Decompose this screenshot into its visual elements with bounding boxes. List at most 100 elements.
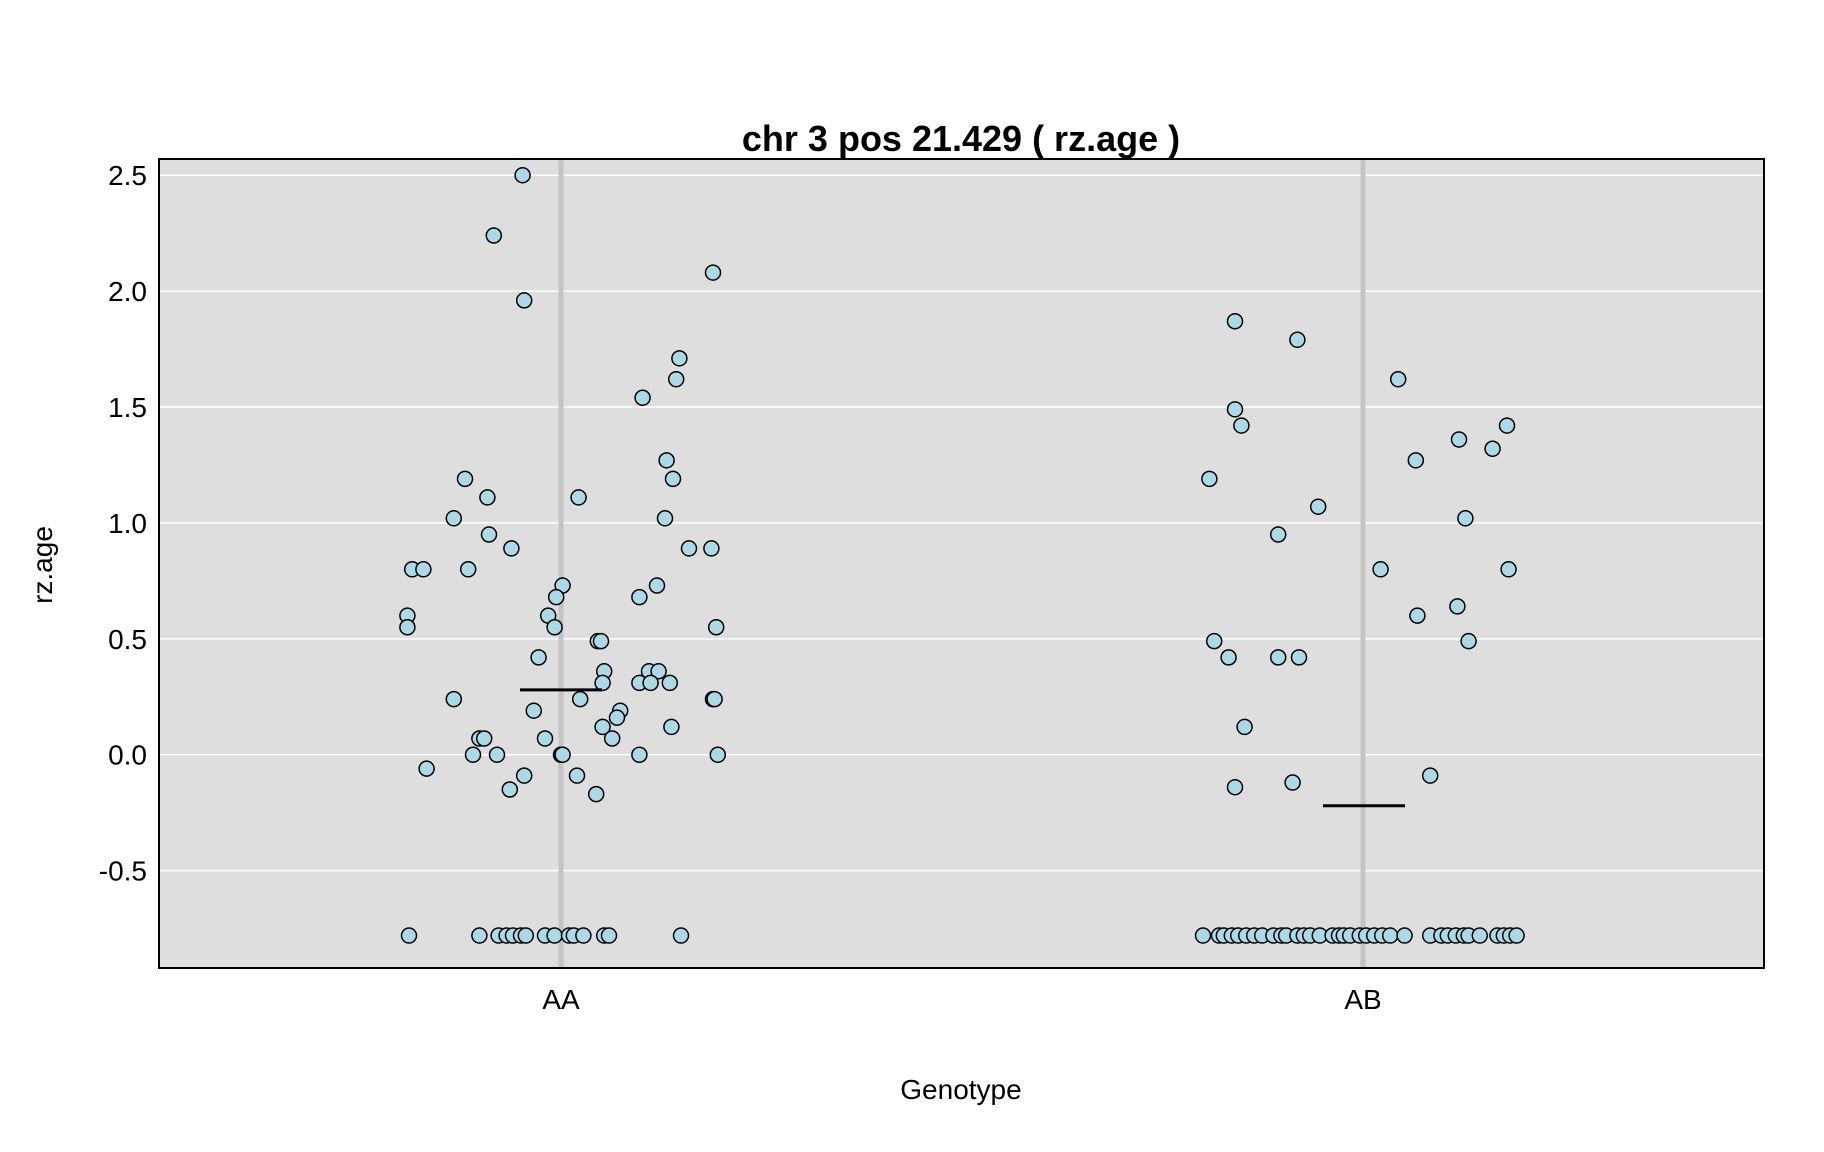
data-point <box>1269 649 1287 666</box>
x-axis-label: Genotype <box>900 1074 1021 1105</box>
data-point <box>464 746 482 763</box>
data-point <box>648 577 666 594</box>
data-point <box>1471 927 1489 944</box>
data-point <box>525 702 543 719</box>
data-point <box>600 927 618 944</box>
data-point <box>459 561 477 578</box>
data-point <box>571 690 589 708</box>
data-point <box>1290 649 1308 666</box>
x-tick-labels: AA AB <box>542 984 1381 1015</box>
gridlines <box>159 174 1764 872</box>
data-point <box>1201 470 1218 488</box>
y-tick-label: 0.0 <box>108 740 147 771</box>
data-point <box>445 690 463 708</box>
data-point <box>1508 927 1525 944</box>
data-point <box>1269 526 1287 543</box>
data-point <box>594 718 611 736</box>
data-point <box>530 649 547 666</box>
data-point <box>475 730 493 747</box>
data-point <box>445 510 463 527</box>
data-point <box>554 746 571 763</box>
data-point <box>658 452 675 469</box>
data-points <box>399 166 1525 944</box>
data-point <box>1460 632 1477 650</box>
data-point <box>515 292 533 309</box>
data-point <box>501 781 519 798</box>
data-point <box>650 663 667 680</box>
data-point <box>1421 767 1439 784</box>
data-point <box>1450 431 1468 448</box>
data-point <box>1226 778 1244 796</box>
x-tick-label: AB <box>1344 984 1381 1015</box>
data-point <box>514 166 531 184</box>
data-point <box>671 350 688 367</box>
data-point <box>709 746 727 763</box>
data-point <box>503 540 520 557</box>
data-point <box>1396 927 1413 944</box>
y-tick-labels: 2.5 2.0 1.5 1.0 0.5 0.0 -0.5 <box>99 160 147 886</box>
data-point <box>1372 561 1389 578</box>
data-point <box>592 632 610 650</box>
data-point <box>634 389 651 407</box>
data-point <box>415 561 432 578</box>
data-point <box>1220 649 1237 666</box>
data-point <box>547 588 565 606</box>
data-point <box>485 227 503 244</box>
mean-lines <box>520 688 1405 808</box>
data-point <box>594 674 611 692</box>
data-point <box>570 489 587 506</box>
data-point <box>1500 561 1517 578</box>
data-point <box>1409 607 1426 624</box>
data-point <box>608 709 626 726</box>
data-point <box>400 927 418 944</box>
data-point <box>1226 401 1244 418</box>
plot-panel <box>159 159 1764 968</box>
data-point <box>1309 498 1327 515</box>
data-point <box>672 927 690 944</box>
data-point <box>1457 510 1474 527</box>
data-point <box>703 540 720 557</box>
data-point <box>480 526 498 543</box>
data-point <box>418 760 435 777</box>
data-point <box>471 927 488 944</box>
data-point <box>656 510 674 527</box>
data-point <box>1389 370 1407 388</box>
data-point <box>1236 718 1253 736</box>
data-point <box>479 489 496 506</box>
y-tick-label: 1.0 <box>108 508 147 539</box>
data-point <box>1284 774 1301 791</box>
data-point <box>546 927 563 944</box>
data-point <box>1289 331 1306 349</box>
x-tick-label: AA <box>542 984 580 1015</box>
data-point <box>1484 440 1501 458</box>
data-point <box>568 767 586 784</box>
y-tick-label: 0.5 <box>108 624 147 655</box>
data-point <box>706 690 723 708</box>
data-point <box>1407 452 1425 469</box>
data-point <box>667 370 685 388</box>
chart-title: chr 3 pos 21.429 ( rz.age ) <box>742 118 1180 159</box>
data-point <box>631 746 648 763</box>
y-axis-label: rz.age <box>27 526 58 604</box>
category-lines <box>558 159 1366 968</box>
data-point <box>1194 927 1212 944</box>
data-point <box>587 785 605 803</box>
data-point <box>1226 313 1244 330</box>
data-point <box>1381 927 1399 944</box>
data-point <box>704 264 722 281</box>
data-point <box>1498 417 1516 434</box>
data-point <box>1449 598 1466 615</box>
data-point <box>536 730 554 747</box>
data-point <box>631 588 648 606</box>
data-point <box>515 767 533 784</box>
data-point <box>603 730 621 747</box>
data-point <box>1205 632 1223 650</box>
y-tick-label: 2.0 <box>108 276 147 307</box>
data-point <box>664 470 682 488</box>
data-point <box>399 618 416 636</box>
data-point <box>456 470 474 488</box>
data-point <box>546 618 563 636</box>
y-tick-label: -0.5 <box>99 856 147 887</box>
data-point <box>1233 417 1250 434</box>
